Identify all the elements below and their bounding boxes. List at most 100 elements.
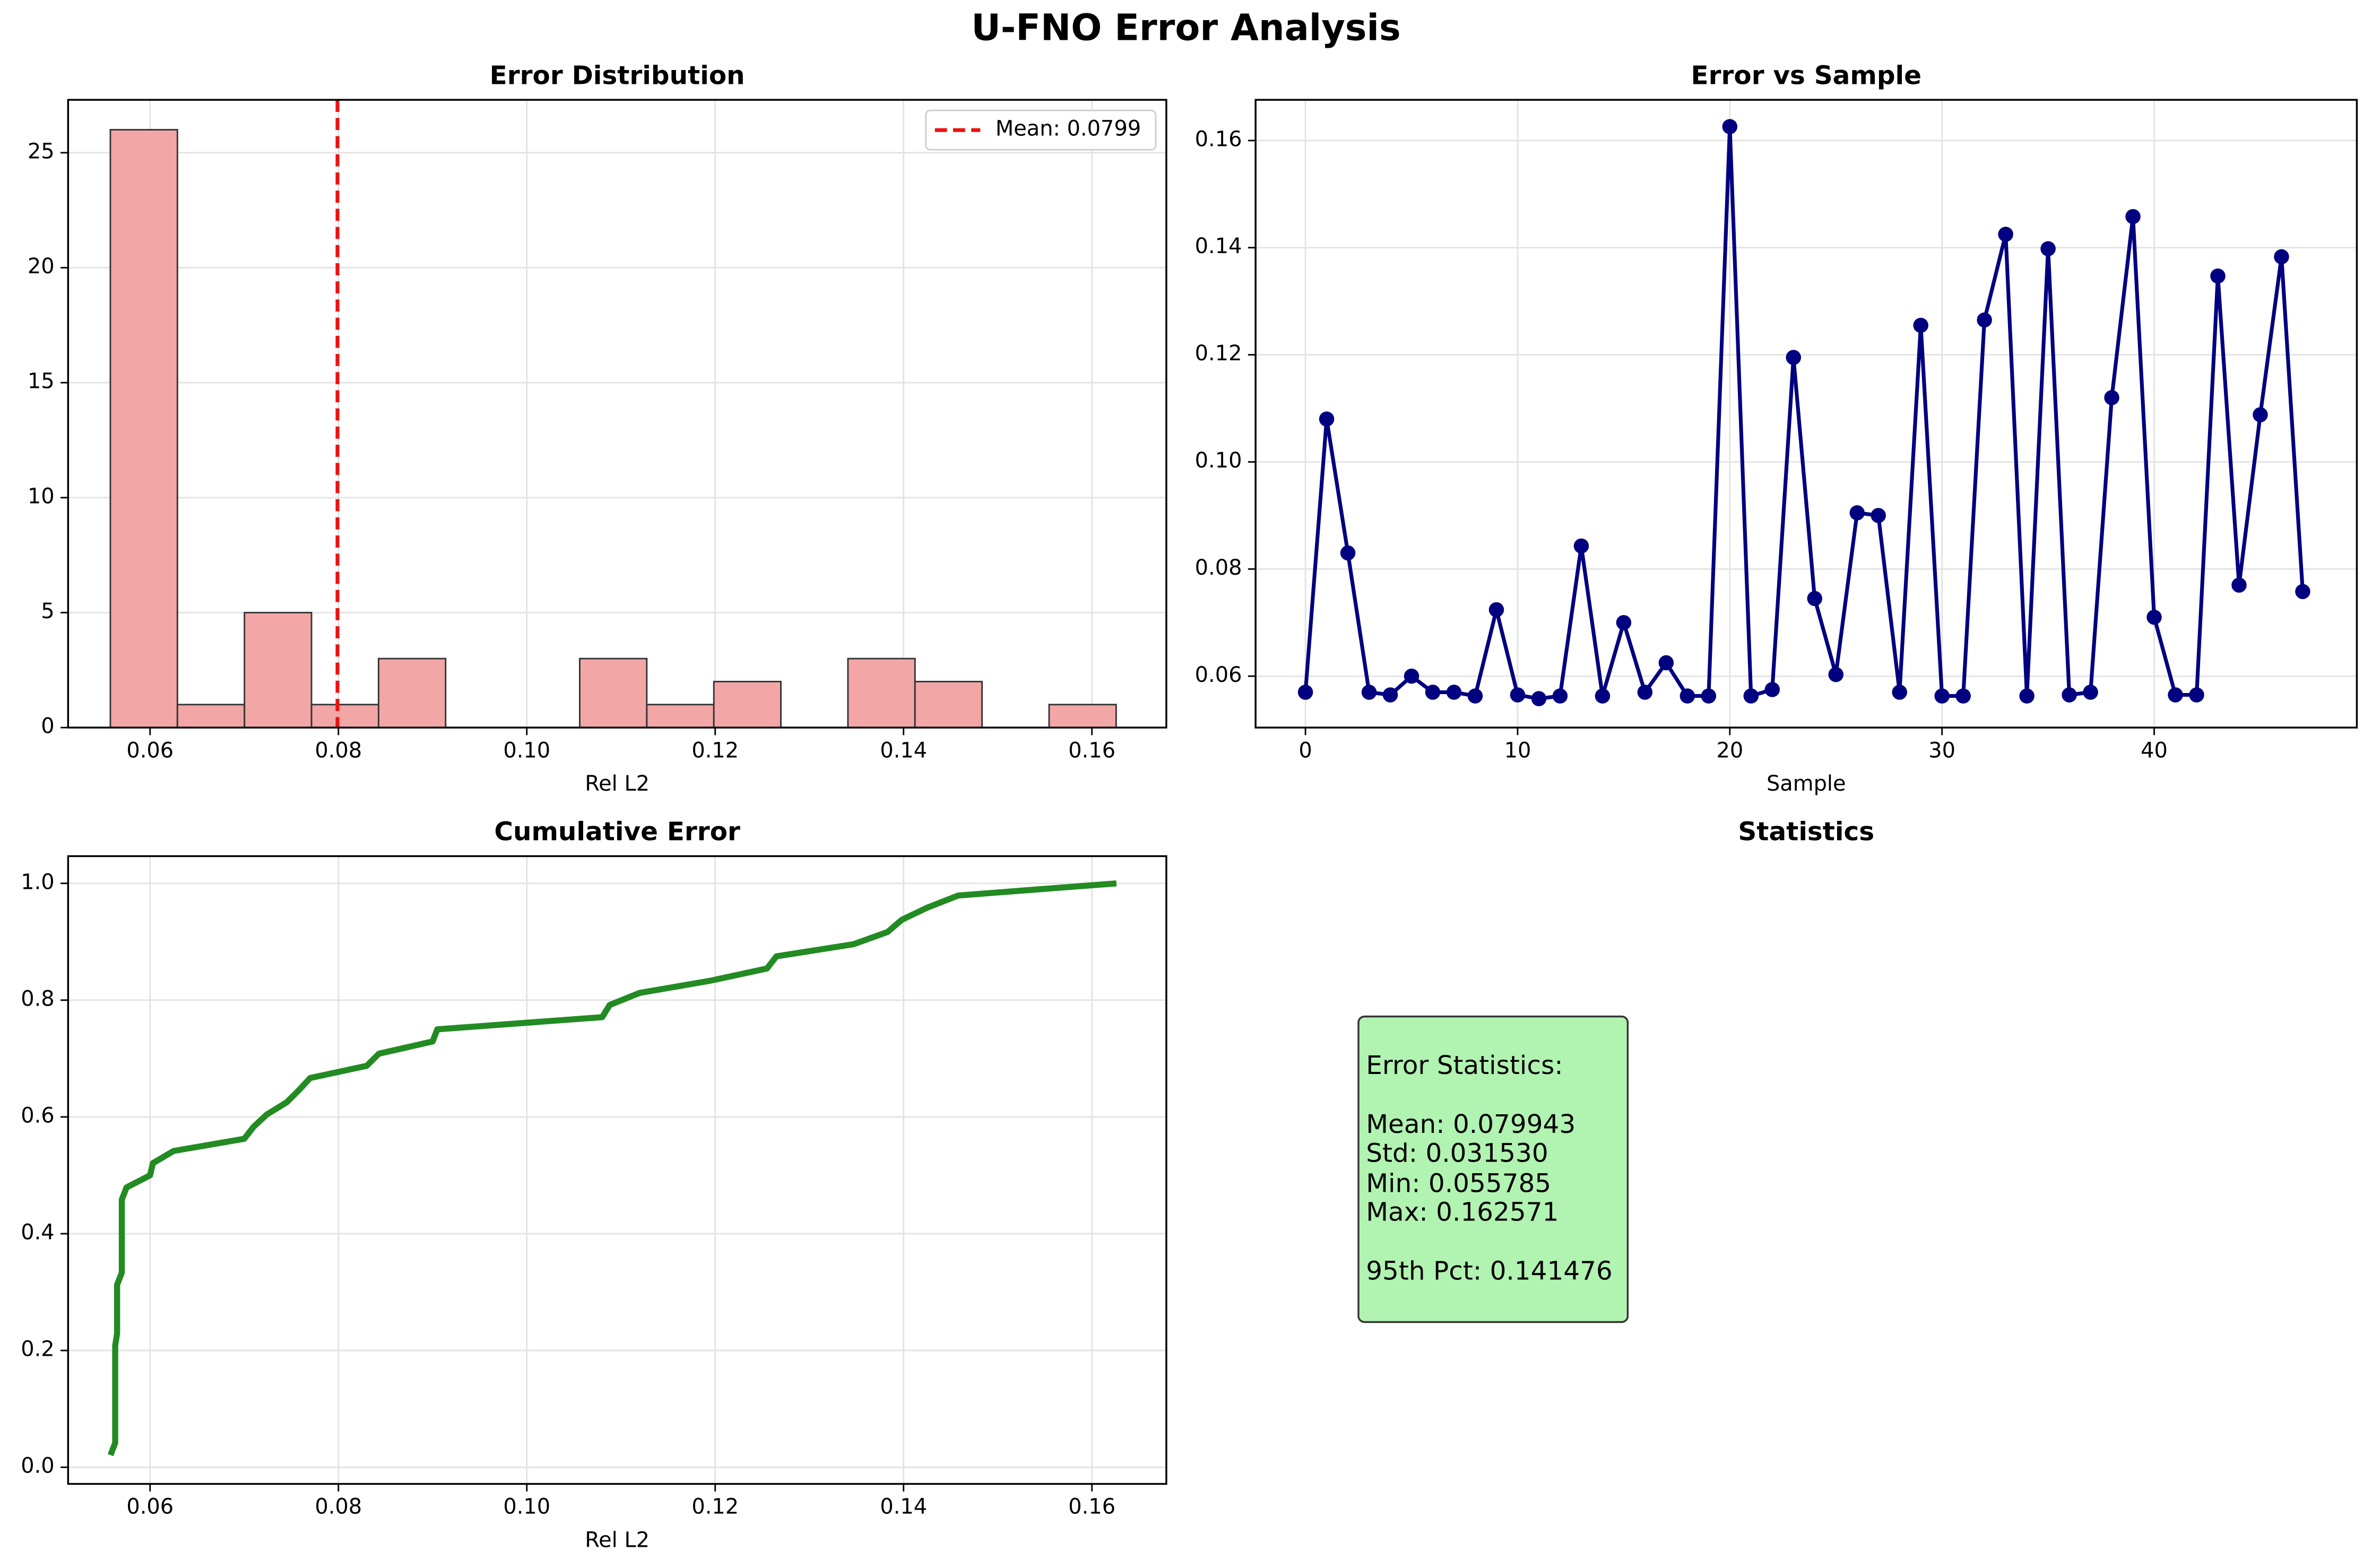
y-tick-label: 25: [28, 139, 55, 163]
point: [1552, 688, 1568, 704]
bar: [646, 704, 715, 729]
point: [1404, 669, 1419, 684]
point: [1637, 685, 1653, 700]
point: [1998, 227, 2013, 242]
legend-label: Mean: 0.0799: [995, 117, 1141, 141]
x-axis-label: Sample: [1767, 772, 1846, 796]
point: [1892, 685, 1907, 700]
stats-line: Mean: 0.079943: [1366, 1110, 1575, 1139]
y-tick-label: 20: [28, 254, 55, 279]
y-tick-label: 0.12: [1195, 341, 1242, 366]
point: [2019, 688, 2035, 704]
point: [1616, 615, 1632, 630]
point: [1680, 688, 1695, 704]
point: [2146, 609, 2162, 625]
x-tick-label: 0.12: [691, 738, 739, 763]
y-tick-label: 0.06: [1195, 663, 1242, 687]
point: [1573, 538, 1589, 554]
point: [1849, 505, 1865, 521]
bar: [713, 681, 782, 729]
x-tick-label: 0.08: [315, 1495, 362, 1519]
y-tick-label: 15: [28, 369, 55, 394]
point: [1701, 688, 1717, 704]
point: [2210, 268, 2226, 284]
point: [1764, 682, 1780, 697]
plot-frame: [67, 99, 1167, 729]
point: [2083, 685, 2098, 700]
point: [2253, 407, 2268, 422]
point: [1871, 508, 1886, 523]
stats-line: 95th Pct: 0.141476: [1366, 1257, 1613, 1286]
x-tick-label: 0: [1298, 738, 1312, 763]
y-tick-label: 0.2: [21, 1337, 54, 1362]
point: [1786, 350, 1802, 365]
figure-title: U-FNO Error Analysis: [971, 7, 1400, 49]
x-tick-label: 0.16: [1068, 1495, 1115, 1519]
bar: [377, 657, 447, 729]
chart-title: Cumulative Error: [494, 817, 740, 847]
stats-line: Max: 0.162571: [1366, 1197, 1559, 1227]
point: [1319, 411, 1335, 427]
x-tick-label: 40: [2141, 738, 2168, 763]
point: [2125, 209, 2141, 224]
point: [1807, 591, 1823, 607]
x-tick-label: 20: [1716, 738, 1743, 763]
plot-frame: [67, 855, 1167, 1485]
y-tick-label: 0.8: [21, 986, 54, 1011]
point: [1340, 545, 1356, 561]
point: [1722, 119, 1738, 134]
legend-box: [925, 109, 1157, 151]
point: [1977, 312, 1992, 328]
point: [2040, 241, 2056, 257]
y-tick-label: 0.16: [1195, 127, 1242, 151]
y-tick-label: 0.14: [1195, 234, 1242, 258]
plot-frame: [1254, 99, 2358, 729]
y-tick-label: 1.0: [21, 870, 54, 894]
x-tick-label: 0.10: [503, 738, 550, 763]
x-tick-label: 0.10: [503, 1495, 550, 1519]
bar: [847, 657, 916, 729]
stats-line: Std: 0.031530: [1366, 1138, 1548, 1168]
point: [1361, 685, 1377, 700]
point: [1955, 688, 1971, 704]
chart-title: Error Distribution: [490, 60, 745, 90]
point: [1595, 688, 1611, 704]
y-tick-label: 0.4: [21, 1220, 54, 1244]
stats-title: Statistics: [1738, 817, 1874, 847]
point: [1828, 666, 1844, 682]
point: [2104, 390, 2119, 405]
point: [2062, 687, 2077, 703]
point: [1488, 602, 1504, 618]
y-tick-label: 0.6: [21, 1103, 54, 1128]
point: [2231, 577, 2247, 593]
point: [2168, 687, 2183, 703]
x-tick-label: 0.06: [126, 738, 174, 763]
point: [2189, 687, 2204, 703]
stats-box: [1357, 1015, 1629, 1323]
x-axis-label: Rel L2: [585, 1528, 650, 1552]
y-tick-label: 0.0: [21, 1454, 54, 1478]
point: [1743, 688, 1759, 704]
point: [1913, 317, 1928, 333]
chart-title: Error vs Sample: [1691, 60, 1921, 90]
bar: [109, 129, 178, 729]
x-tick-label: 0.08: [315, 738, 362, 763]
bar: [310, 704, 379, 729]
x-tick-label: 0.14: [880, 1495, 927, 1519]
point: [1934, 688, 1950, 704]
x-tick-label: 0.12: [691, 1495, 739, 1519]
point: [1510, 687, 1526, 703]
y-tick-label: 0.10: [1195, 448, 1242, 473]
x-tick-label: 0.14: [880, 738, 927, 763]
stats-line: Min: 0.055785: [1366, 1168, 1551, 1198]
point: [2274, 249, 2289, 265]
x-tick-label: 0.06: [126, 1495, 174, 1519]
y-tick-label: 0.08: [1195, 556, 1242, 580]
point: [1446, 685, 1462, 700]
y-tick-label: 5: [41, 599, 54, 623]
point: [1467, 688, 1483, 704]
x-tick-label: 10: [1504, 738, 1531, 763]
bar: [579, 657, 648, 729]
